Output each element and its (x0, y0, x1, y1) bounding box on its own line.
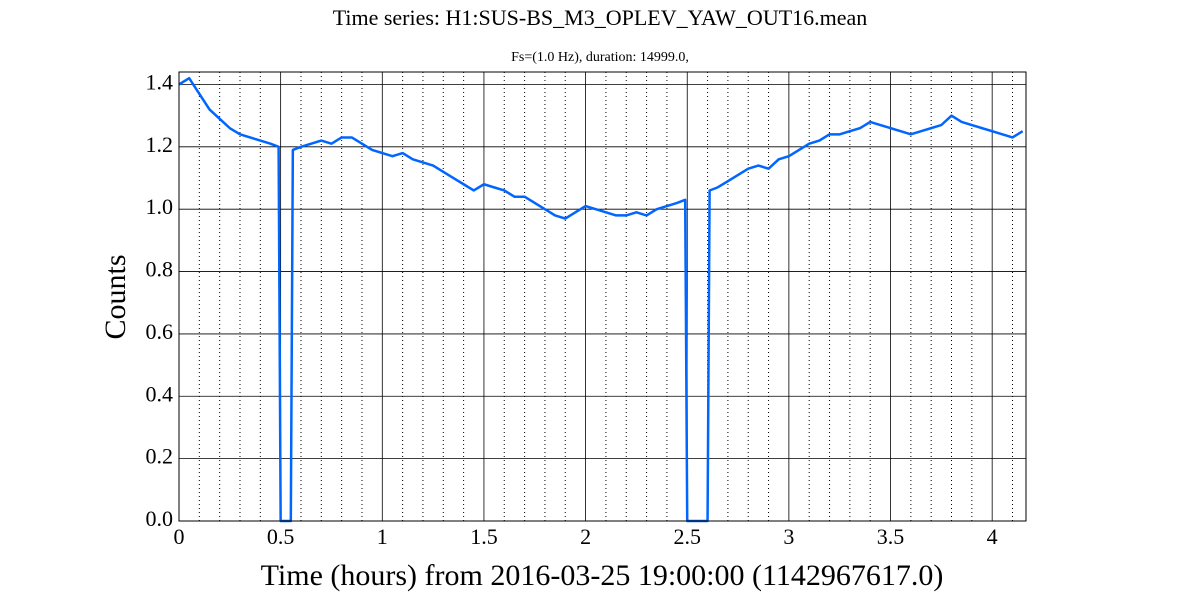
x-tick-label: 1 (377, 524, 388, 549)
x-tick-label: 0.5 (267, 524, 295, 549)
y-tick-label: 0.0 (146, 506, 174, 531)
x-tick-label: 3 (783, 524, 794, 549)
y-tick-label: 0.4 (146, 381, 174, 406)
y-tick-label: 1.4 (146, 70, 174, 95)
y-tick-label: 0.8 (146, 257, 174, 282)
y-tick-label: 0.6 (146, 319, 174, 344)
chart-subtitle: Fs=(1.0 Hz), duration: 14999.0, (511, 50, 689, 65)
x-tick-label: 3.5 (877, 524, 905, 549)
y-axis-label: Counts (99, 254, 132, 339)
chart-title: Time series: H1:SUS-BS_M3_OPLEV_YAW_OUT1… (333, 5, 868, 30)
x-tick-label: 2.5 (673, 524, 701, 549)
y-tick-label: 1.0 (146, 194, 174, 219)
x-tick-label: 1.5 (470, 524, 498, 549)
data-line (178, 76, 1024, 523)
y-tick-label: 1.2 (146, 132, 174, 157)
x-tick-label: 0 (174, 524, 185, 549)
plot-area (178, 76, 1024, 523)
x-tick-label: 4 (987, 524, 998, 549)
y-tick-label: 0.2 (146, 444, 174, 469)
x-tick-label: 2 (580, 524, 591, 549)
grid (178, 72, 1026, 522)
axes-frame (178, 71, 1027, 522)
x-axis-label: Time (hours) from 2016-03-25 19:00:00 (1… (261, 559, 944, 592)
